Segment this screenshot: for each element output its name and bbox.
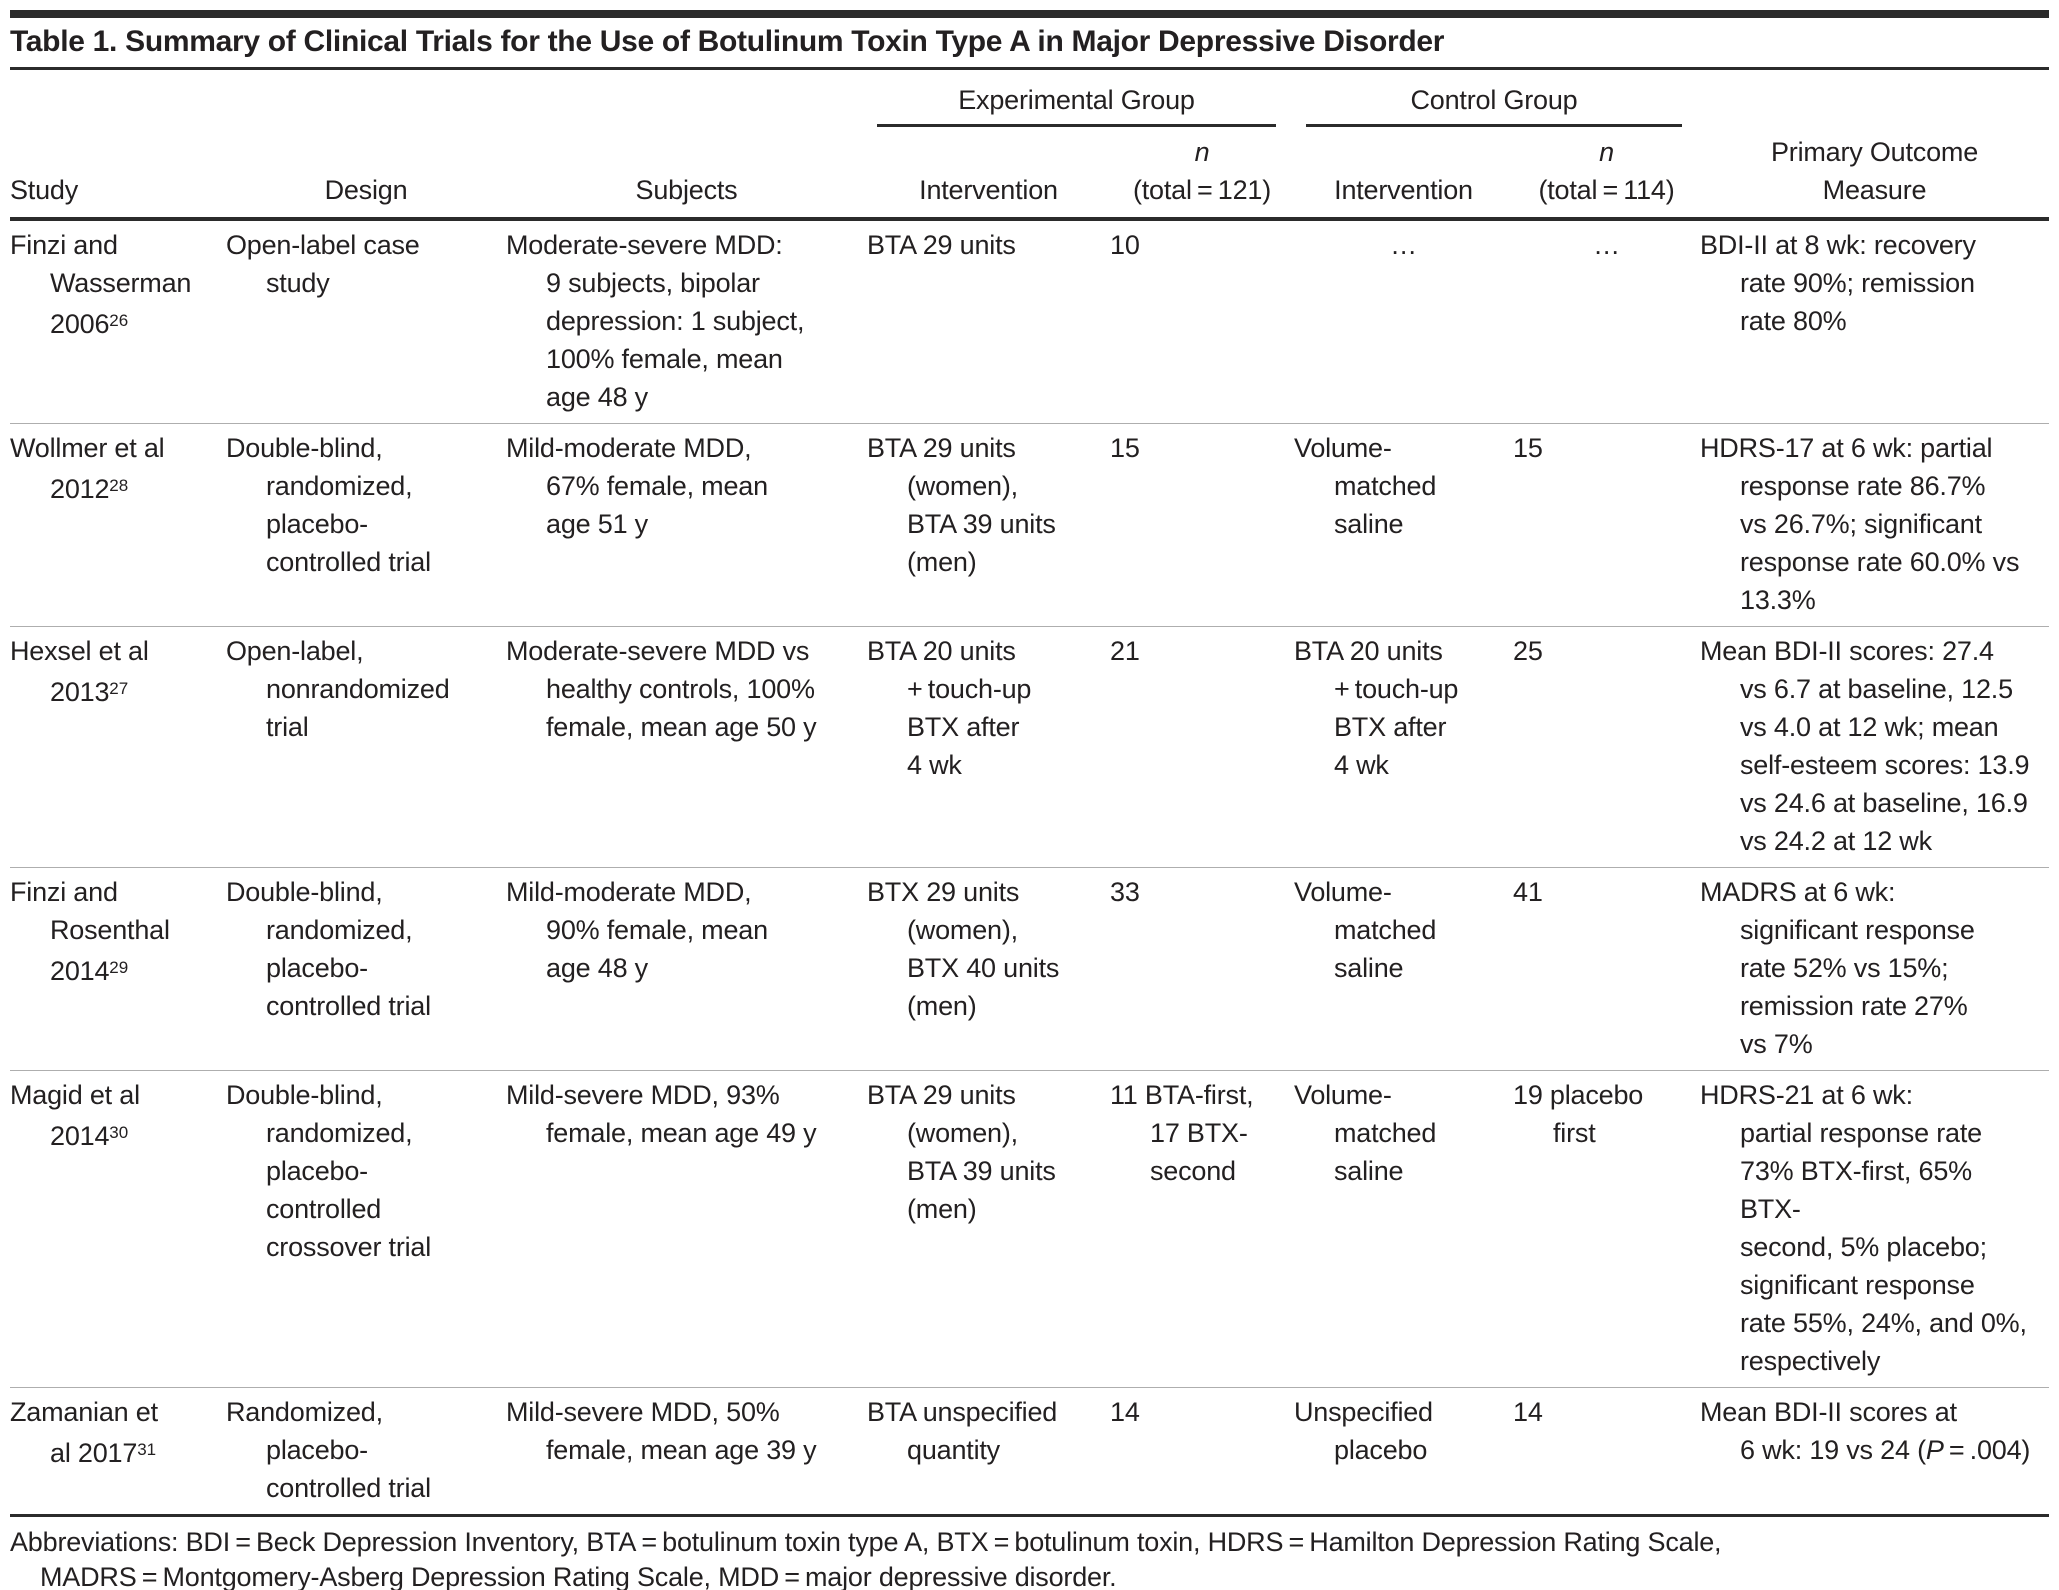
cell-experimental-n: 21 (1110, 636, 1140, 666)
cell-design: Double-blind, randomized, placebo- contr… (226, 433, 431, 577)
cell-study: Finzi and Rosenthal 201429 (10, 873, 226, 1063)
cell-experimental-intervention: BTX 29 units (women), BTX 40 units (men) (867, 877, 1060, 1021)
cell-primary-outcome: MADRS at 6 wk: significant response rate… (1700, 877, 1975, 1059)
cell-study: Magid et al 201430 (10, 1076, 226, 1380)
column-header-n-control: n (total = 114) (1513, 133, 1700, 209)
abbreviations-footnote: Abbreviations: BDI = Beck Depression Inv… (10, 1517, 2049, 1590)
column-header-study: Study (10, 175, 79, 205)
study-text: Magid et al 2014 (10, 1080, 140, 1151)
cell-primary-outcome: BDI-II at 8 wk: recovery rate 90%; remis… (1700, 230, 1976, 336)
column-header-primary-outcome: Primary Outcome Measure (1770, 137, 1979, 205)
p-value-symbol: P (1925, 1435, 1944, 1465)
experimental-group-header: Experimental Group (877, 82, 1276, 127)
cell-experimental-intervention: BTA 29 units (women), BTA 39 units (men) (867, 433, 1056, 577)
control-group-header: Control Group (1306, 82, 1682, 127)
cell-study: Finzi and Wasserman 200626 (10, 226, 226, 416)
cell-primary-outcome: HDRS-17 at 6 wk: partial response rate 8… (1700, 433, 2020, 615)
cell-experimental-n: 11 BTA-first, 17 BTX- second (1110, 1080, 1254, 1186)
cell-design: Double-blind, randomized, placebo- contr… (226, 877, 431, 1021)
cell-primary-outcome: Mean BDI-II scores: 27.4 vs 6.7 at basel… (1700, 636, 2030, 856)
study-text: Hexsel et al 2013 (10, 636, 149, 707)
footnote-line: Abbreviations: BDI = Beck Depression Inv… (10, 1527, 1722, 1557)
cell-primary-outcome: HDRS-21 at 6 wk: partial response rate 7… (1700, 1080, 2027, 1376)
cell-experimental-n: 14 (1110, 1397, 1140, 1427)
table-row: Hexsel et al 201327 Open-label, nonrando… (10, 626, 2049, 867)
footnote-line: MADRS = Montgomery-Asberg Depression Rat… (40, 1562, 1117, 1590)
study-text: Finzi and Rosenthal 2014 (10, 877, 170, 986)
cell-experimental-n: 15 (1110, 433, 1140, 463)
column-header-subjects: Subjects (635, 175, 738, 205)
cell-design: Open-label case study (226, 230, 420, 298)
cell-experimental-n: 33 (1110, 877, 1140, 907)
reference-superscript: 29 (109, 958, 129, 977)
column-header-design: Design (324, 175, 408, 205)
table-column-header-row: Study Design Subjects Intervention n (tot… (10, 127, 2049, 221)
cell-control-n: 14 (1513, 1397, 1543, 1427)
cell-subjects: Moderate-severe MDD vs healthy controls,… (506, 636, 817, 742)
cell-control-n: 25 (1513, 636, 1543, 666)
cell-control-intervention: … (1390, 230, 1417, 260)
study-text: Wollmer et al 2012 (10, 433, 165, 504)
reference-superscript: 27 (109, 679, 129, 698)
cell-control-n: … (1593, 230, 1620, 260)
cell-design: Randomized, placebo- controlled trial (226, 1397, 431, 1503)
cell-subjects: Mild-severe MDD, 93% female, mean age 49… (506, 1080, 817, 1148)
cell-subjects: Mild-severe MDD, 50% female, mean age 39… (506, 1397, 817, 1465)
cell-experimental-intervention: BTA 20 units + touch-up BTX after 4 wk (867, 636, 1032, 780)
n-total-experimental: (total = 121) (1132, 175, 1272, 205)
table-row: Finzi and Wasserman 200626 Open-label ca… (10, 221, 2049, 423)
cell-primary-outcome: Mean BDI-II scores at 6 wk: 19 vs 24 (P … (1700, 1393, 2049, 1507)
cell-control-n: 15 (1513, 433, 1543, 463)
reference-superscript: 30 (109, 1123, 129, 1142)
study-text: Zamanian et al 2017 (10, 1397, 158, 1468)
footnote-top-rule (10, 1514, 2049, 1517)
cell-control-n: 41 (1513, 877, 1543, 907)
top-rule (10, 10, 2049, 18)
cell-control-intervention: Volume- matched saline (1294, 1080, 1437, 1186)
cell-study: Zamanian et al 201731 (10, 1393, 226, 1507)
cell-control-n: 19 placebo first (1513, 1080, 1644, 1148)
table-row: Magid et al 201430 Double-blind, randomi… (10, 1070, 2049, 1387)
column-header-n-experimental: n (total = 121) (1110, 133, 1294, 209)
cell-design: Open-label, nonrandomized trial (226, 636, 450, 742)
table-row: Zamanian et al 201731 Randomized, placeb… (10, 1387, 2049, 1514)
n-symbol: n (1194, 137, 1210, 167)
cell-subjects: Mild-moderate MDD, 90% female, mean age … (506, 877, 768, 983)
n-symbol: n (1599, 137, 1614, 167)
table-title: Table 1. Summary of Clinical Trials for … (10, 18, 2049, 70)
cell-study: Wollmer et al 201228 (10, 429, 226, 619)
reference-superscript: 28 (109, 476, 129, 495)
cell-study: Hexsel et al 201327 (10, 632, 226, 860)
cell-experimental-n: 10 (1110, 230, 1140, 260)
cell-experimental-intervention: BTA 29 units (867, 230, 1016, 260)
table-row: Finzi and Rosenthal 201429 Double-blind,… (10, 867, 2049, 1070)
outcome-text: Mean BDI-II scores at 6 wk: 19 vs 24 ( (1700, 1397, 1957, 1465)
table-group-header-row: Experimental Group Control Group (10, 70, 2049, 127)
cell-subjects: Moderate-severe MDD: 9 subjects, bipolar… (506, 230, 805, 412)
reference-superscript: 31 (137, 1440, 157, 1459)
cell-control-intervention: Volume- matched saline (1294, 877, 1437, 983)
cell-subjects: Mild-moderate MDD, 67% female, mean age … (506, 433, 768, 539)
cell-experimental-intervention: BTA 29 units (women), BTA 39 units (men) (867, 1080, 1056, 1224)
table-row: Wollmer et al 201228 Double-blind, rando… (10, 423, 2049, 626)
cell-control-intervention: Volume- matched saline (1294, 433, 1437, 539)
cell-experimental-intervention: BTA unspecified quantity (867, 1397, 1058, 1465)
reference-superscript: 26 (109, 311, 129, 330)
column-header-intervention-control: Intervention (1334, 175, 1473, 205)
cell-control-intervention: BTA 20 units + touch-up BTX after 4 wk (1294, 636, 1459, 780)
cell-design: Double-blind, randomized, placebo- contr… (226, 1080, 432, 1262)
cell-control-intervention: Unspecified placebo (1294, 1397, 1433, 1465)
study-text: Finzi and Wasserman 2006 (10, 230, 192, 339)
outcome-text: = .004) (1943, 1435, 2031, 1465)
column-header-intervention-experimental: Intervention (919, 175, 1058, 205)
n-total-control: (total = 114) (1538, 175, 1675, 205)
